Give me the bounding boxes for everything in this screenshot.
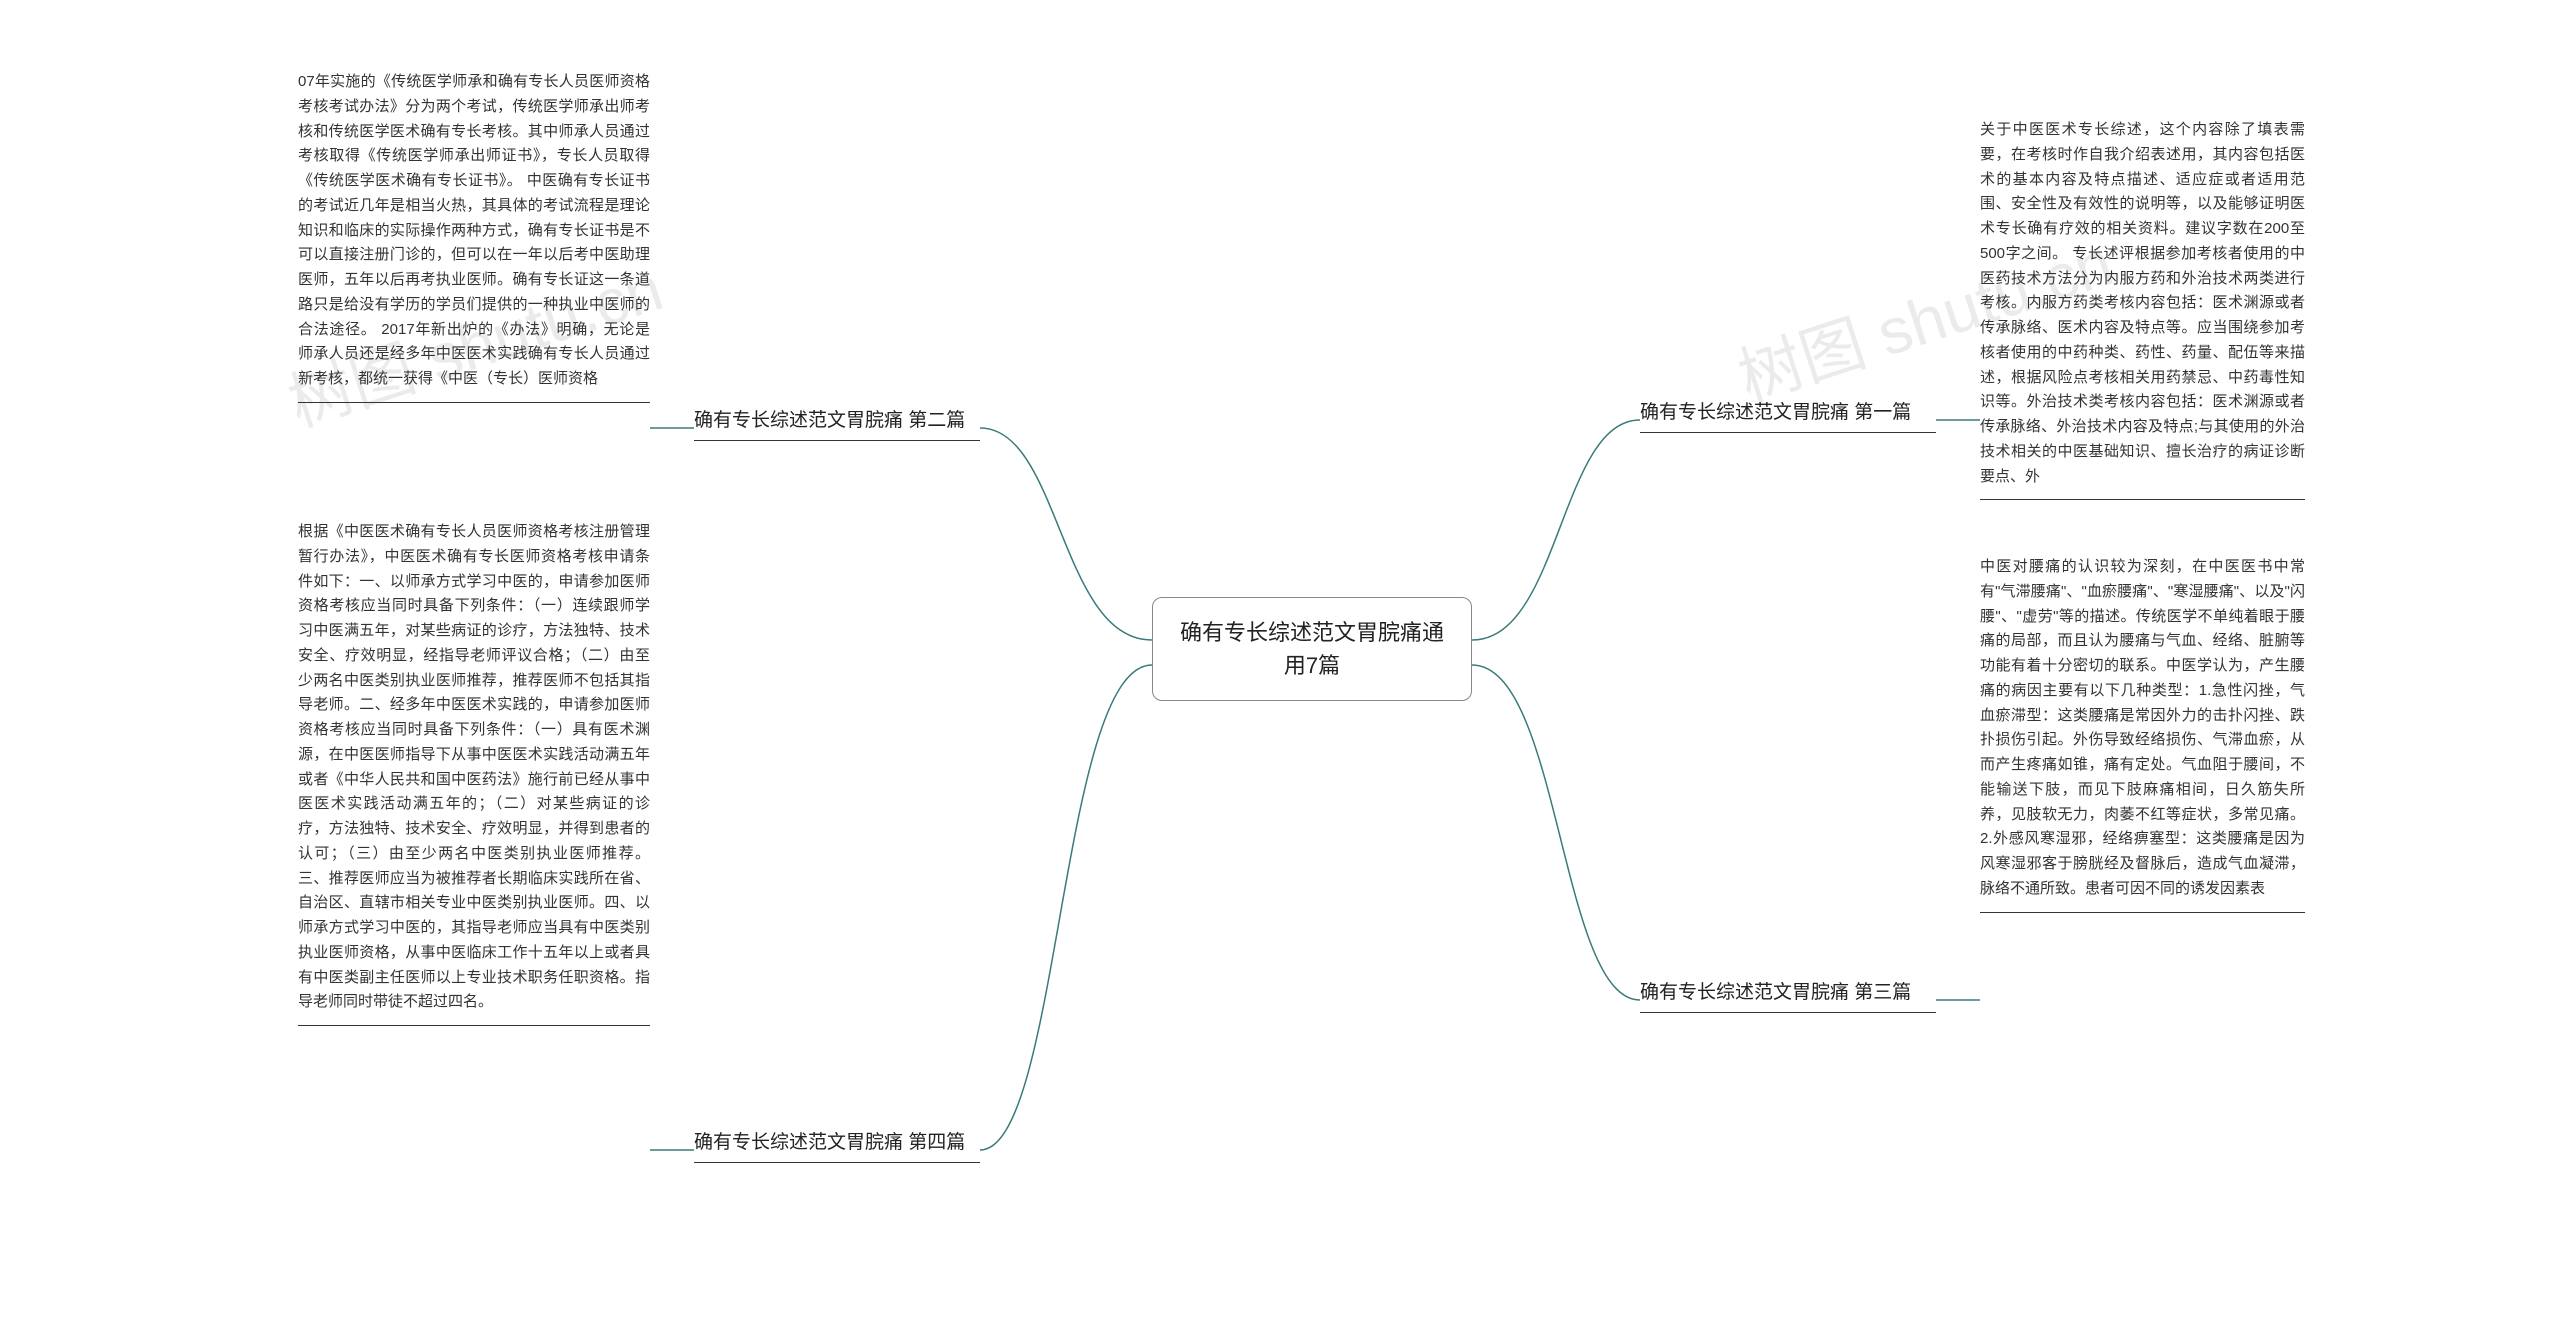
branch-title-second: 确有专长综述范文胃脘痛 第二篇: [694, 405, 980, 441]
branch-body-second: 07年实施的《传统医学师承和确有专长人员医师资格考核考试办法》分为两个考试，传统…: [298, 70, 650, 403]
branch-title-third: 确有专长综述范文胃脘痛 第三篇: [1640, 977, 1936, 1013]
branch-title-fourth: 确有专长综述范文胃脘痛 第四篇: [694, 1127, 980, 1163]
branch-body-first: 关于中医医术专长综述，这个内容除了填表需要，在考核时作自我介绍表述用，其内容包括…: [1980, 118, 2305, 500]
branch-body-third: 中医对腰痛的认识较为深刻，在中医医书中常有"气滞腰痛"、"血瘀腰痛"、"寒湿腰痛…: [1980, 555, 2305, 913]
center-node: 确有专长综述范文胃脘痛通用7篇: [1152, 597, 1472, 701]
branch-body-fourth: 根据《中医医术确有专长人员医师资格考核注册管理暂行办法》，中医医术确有专长医师资…: [298, 520, 650, 1026]
branch-title-first: 确有专长综述范文胃脘痛 第一篇: [1640, 397, 1936, 433]
